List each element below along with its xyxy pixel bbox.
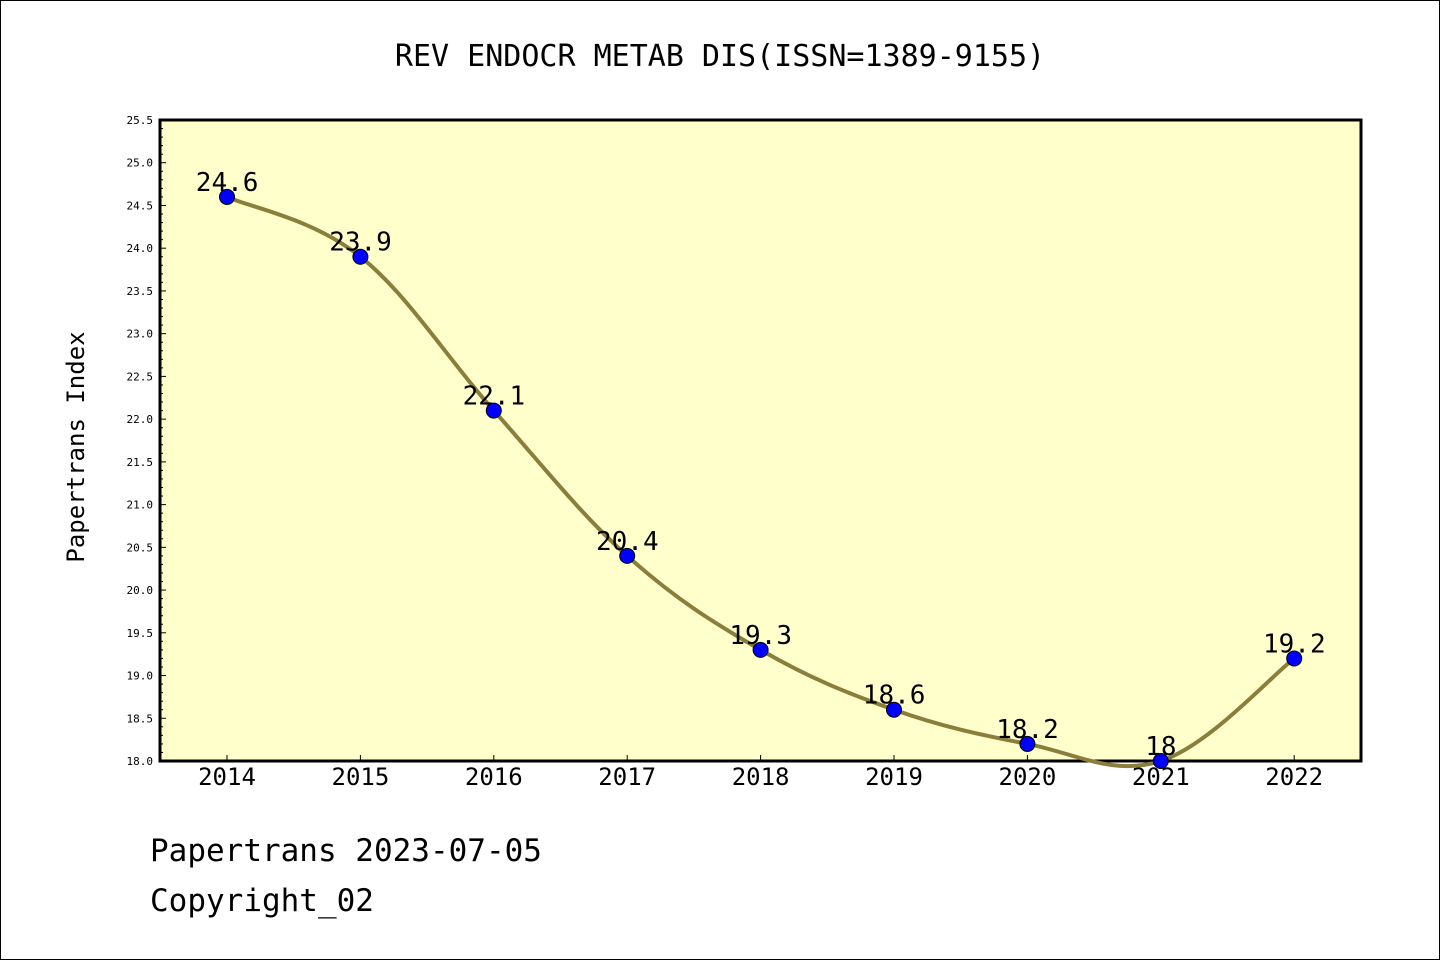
x-tick-label: 2017 xyxy=(598,763,656,791)
chart-title: REV ENDOCR METAB DIS(ISSN=1389-9155) xyxy=(395,39,1045,74)
y-tick-label: 23.5 xyxy=(127,285,154,298)
data-label: 18.2 xyxy=(996,715,1059,745)
x-tick-label: 2020 xyxy=(999,763,1057,791)
y-tick-label: 21.5 xyxy=(127,456,154,469)
y-tick-label: 19.5 xyxy=(127,627,154,640)
x-tick-label: 2015 xyxy=(332,763,390,791)
y-tick-label: 20.5 xyxy=(127,541,154,554)
data-point-marker xyxy=(1019,735,1036,752)
footer-copyright-text: Copyright_02 xyxy=(150,883,374,919)
series-line xyxy=(226,195,1296,769)
x-tick-label: 2014 xyxy=(198,763,256,791)
data-point-marker xyxy=(219,188,235,205)
y-tick-label: 24.0 xyxy=(127,242,154,255)
data-label: 18 xyxy=(1145,732,1176,762)
y-tick-label: 19.0 xyxy=(127,670,154,683)
data-label: 24.6 xyxy=(196,168,259,198)
y-axis-ticks: 18.0 18.5 19.0 19.5 20.0 20.5 21.0 21.5 22.0 22.5… xyxy=(127,114,166,768)
y-tick-label: 23.0 xyxy=(127,328,154,341)
data-point-marker xyxy=(886,701,902,718)
x-axis-ticks: 2014 2015 2016 2017 2018 2019 2020 2021 2022 xyxy=(198,755,1323,791)
data-series xyxy=(219,188,1303,769)
data-labels: 24.6 23.9 22.1 20.4 19.3 18.6 18.2 18 19.2 xyxy=(196,168,1326,762)
y-tick-label: 22.0 xyxy=(127,413,154,426)
y-tick-label: 18.0 xyxy=(127,755,154,768)
y-tick-label: 20.0 xyxy=(127,584,154,597)
x-tick-label: 2019 xyxy=(865,763,923,791)
data-point-marker xyxy=(619,547,636,564)
y-tick-label: 25.0 xyxy=(127,157,154,170)
data-label: 19.2 xyxy=(1263,629,1326,659)
y-tick-label: 18.5 xyxy=(127,712,154,725)
data-label: 22.1 xyxy=(463,382,526,412)
footer-date-text: Papertrans 2023-07-05 xyxy=(150,833,542,869)
data-label: 20.4 xyxy=(596,527,659,557)
y-tick-label: 24.5 xyxy=(127,199,154,212)
plot-area xyxy=(158,118,1363,763)
data-point-marker xyxy=(1152,753,1169,769)
y-tick-label: 21.0 xyxy=(127,499,154,512)
x-tick-label: 2018 xyxy=(732,763,790,791)
data-label: 23.9 xyxy=(329,228,392,258)
y-tick-label: 22.5 xyxy=(127,370,154,383)
data-point-marker xyxy=(352,248,369,265)
y-axis-label: Papertrans Index xyxy=(62,331,90,562)
x-tick-label: 2022 xyxy=(1265,763,1323,791)
data-label: 18.6 xyxy=(863,681,926,711)
data-point-marker xyxy=(1286,650,1303,667)
x-tick-label: 2016 xyxy=(465,763,523,791)
y-tick-label: 25.5 xyxy=(127,114,154,127)
data-label: 19.3 xyxy=(729,621,792,651)
data-point-marker xyxy=(752,641,769,658)
data-point-marker xyxy=(485,402,502,419)
